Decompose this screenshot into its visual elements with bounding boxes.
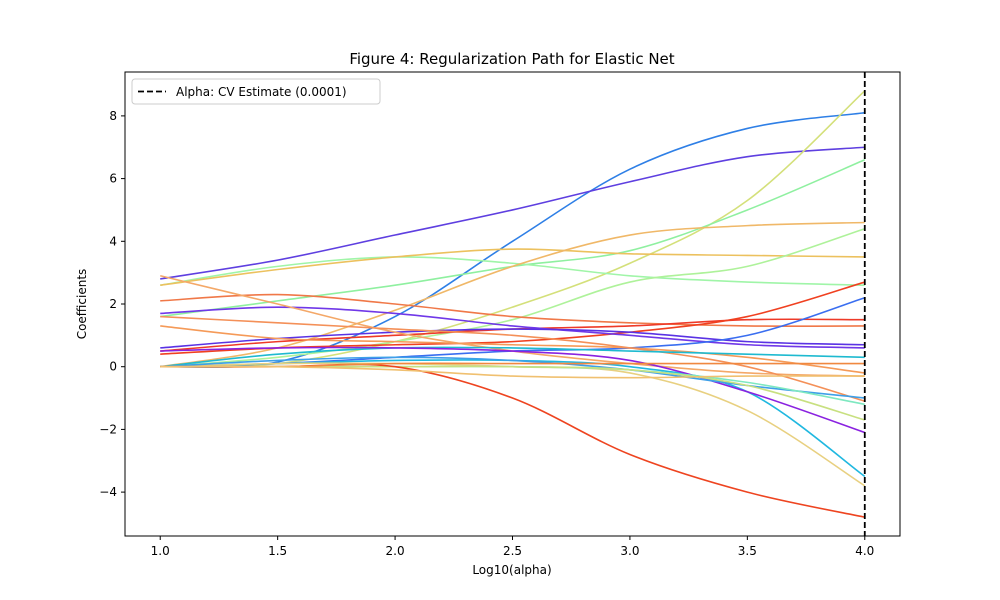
series-line-2	[160, 146, 865, 280]
x-tick-label: 3.5	[738, 544, 757, 558]
chart-title: Figure 4: Regularization Path for Elasti…	[349, 50, 674, 68]
series-line-16	[160, 325, 865, 374]
y-tick-label: −2	[99, 422, 117, 436]
x-tick-label: 3.0	[620, 544, 639, 558]
y-tick-label: 0	[109, 360, 117, 374]
series-layer	[160, 90, 866, 518]
x-axis-label: Log10(alpha)	[472, 563, 551, 577]
series-line-9	[160, 293, 865, 327]
legend-vline-label: Alpha: CV Estimate (0.0001)	[176, 85, 347, 99]
y-tick-label: 8	[109, 109, 117, 123]
series-line-17	[160, 315, 865, 402]
series-line-5	[160, 256, 865, 286]
y-tick-label: 2	[109, 297, 117, 311]
x-tick-label: 2.0	[386, 544, 405, 558]
x-tick-label: 1.5	[268, 544, 287, 558]
series-line-27	[160, 365, 865, 379]
x-tick-label: 2.5	[503, 544, 522, 558]
y-tick-label: 4	[109, 234, 117, 248]
series-line-21	[160, 346, 866, 434]
series-line-1	[160, 111, 865, 368]
x-axis-ticks: 1.0 1.5 2.0 2.5 3.0 3.5 4.0	[151, 536, 874, 558]
plot-area	[125, 72, 900, 536]
series-line-8	[160, 227, 866, 368]
series-line-18	[160, 346, 865, 368]
series-line-12	[160, 306, 865, 349]
x-tick-label: 1.0	[151, 544, 170, 558]
legend: Alpha: CV Estimate (0.0001)	[131, 78, 381, 105]
series-line-6	[160, 248, 865, 286]
y-tick-label: −4	[99, 485, 117, 499]
y-tick-label: 6	[109, 172, 117, 186]
x-tick-label: 4.0	[855, 544, 874, 558]
y-axis-ticks: −4 −2 0 2 4 6 8	[99, 109, 125, 499]
y-axis-label: Coefficients	[75, 269, 89, 340]
legend-box	[131, 78, 381, 105]
